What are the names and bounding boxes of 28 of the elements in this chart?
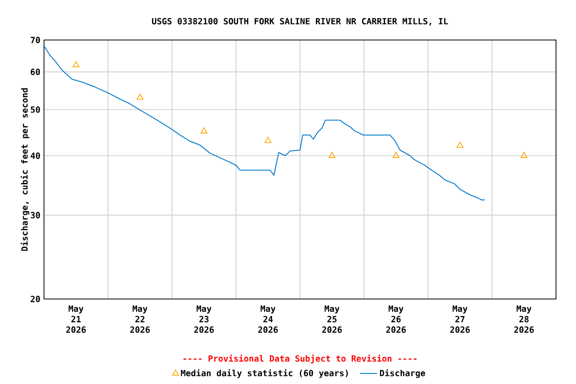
y-tick-label: 60	[30, 68, 40, 76]
legend-label: Median daily statistic (60 years)	[180, 369, 348, 378]
y-tick-label: 20	[30, 296, 40, 302]
y-tick-label: 30	[30, 212, 40, 218]
line-series	[44, 46, 486, 200]
point	[456, 142, 464, 148]
x-tick-label: May 23 2026	[194, 306, 214, 333]
point	[264, 136, 272, 143]
y-tick-label: 70	[30, 36, 40, 44]
point	[200, 127, 208, 134]
point	[520, 152, 528, 158]
y-tick-label: 50	[30, 106, 40, 113]
text: ---- Provisional Data Subject to Revision ----	[184, 354, 416, 364]
point	[136, 94, 144, 100]
x-tick-label: May 21 2026	[66, 306, 86, 333]
y-tick-label: 40	[30, 152, 40, 159]
x-tick-label: May 25 2026	[322, 306, 342, 333]
y-axis-title: Discharge, cubic feet per second	[20, 88, 30, 251]
x-tick-label: May 24 2026	[258, 306, 278, 333]
x-tick-label: May 22 2026	[130, 306, 150, 333]
x-tick-label: May 27 2026	[450, 306, 470, 333]
x-tick-label: May 28 2026	[514, 306, 534, 333]
chart-title: USGS 03382100 SOUTH FORK SALINE RIVER NR CARRIER MILLS, IL	[152, 18, 448, 26]
x-tick-label: May 26 2026	[386, 306, 406, 333]
legend-label: Discharge	[380, 369, 426, 378]
point	[72, 61, 80, 68]
point	[392, 152, 400, 158]
point	[328, 152, 336, 158]
